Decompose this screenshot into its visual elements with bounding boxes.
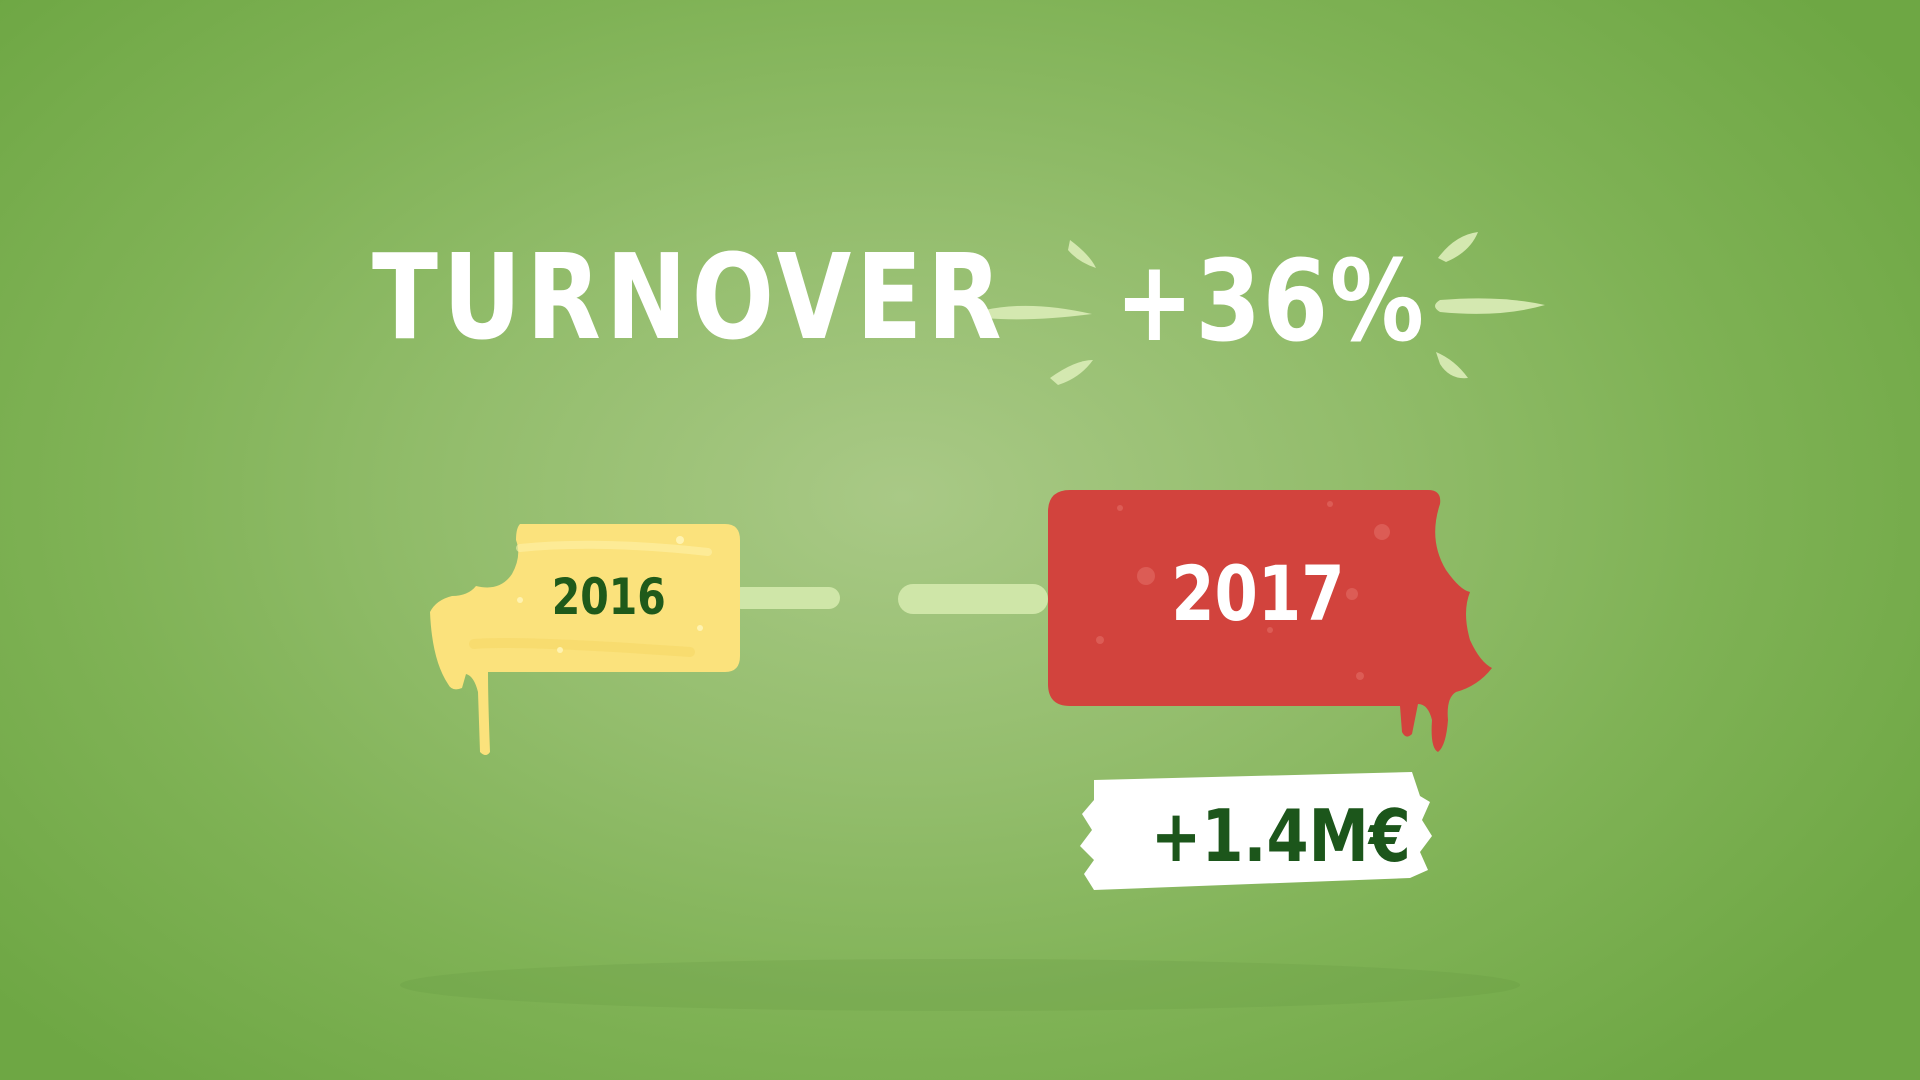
popsicle-2016-icon [430, 524, 740, 755]
increase-amount: +1.4M€ [1150, 794, 1411, 878]
label-2016: 2016 [551, 568, 666, 626]
stick-2017 [898, 584, 1048, 614]
stick-2016 [730, 587, 840, 609]
burst-icon [980, 232, 1545, 385]
headline-title: TURNOVER [372, 228, 1007, 366]
label-2017: 2017 [1171, 549, 1345, 638]
headline-change-percent: +36% [1115, 237, 1426, 367]
brush-stroke-label [1080, 772, 1432, 890]
ground-shadow [400, 959, 1520, 1011]
popsicle-2017-icon [1048, 490, 1492, 752]
